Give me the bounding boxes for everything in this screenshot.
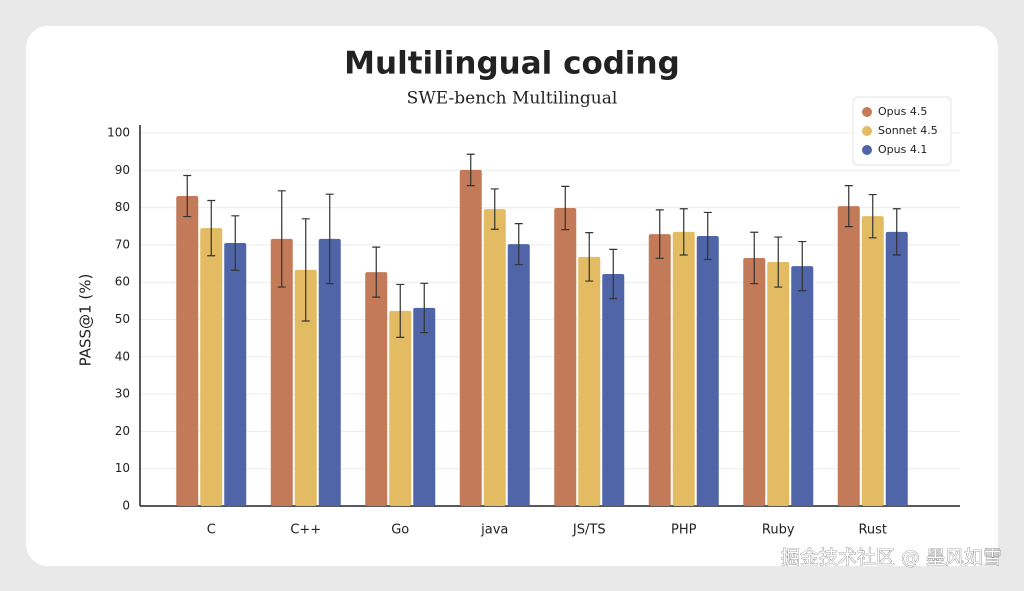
bar bbox=[837, 206, 860, 506]
error-bar bbox=[325, 193, 334, 285]
chart-title: Multilingual coding bbox=[344, 46, 680, 82]
y-tick-label: 80 bbox=[115, 200, 130, 214]
y-tick-label: 30 bbox=[115, 387, 130, 401]
bar bbox=[270, 238, 293, 506]
bar bbox=[672, 231, 695, 506]
y-tick-label: 60 bbox=[115, 275, 130, 289]
bar bbox=[318, 238, 341, 506]
error-bar bbox=[892, 208, 901, 256]
bar bbox=[224, 243, 247, 506]
x-tick-label: C++ bbox=[290, 523, 321, 538]
x-tick-label: Ruby bbox=[762, 523, 795, 538]
error-bar bbox=[207, 199, 216, 257]
error-bar bbox=[490, 188, 499, 230]
y-tick-label: 90 bbox=[115, 163, 130, 177]
x-tick-label: JS/TS bbox=[572, 523, 606, 538]
error-bar bbox=[301, 218, 310, 322]
x-tick-label: Go bbox=[391, 523, 409, 538]
y-tick-label: 10 bbox=[115, 461, 130, 475]
legend-label: Opus 4.1 bbox=[878, 143, 927, 156]
bar bbox=[200, 228, 223, 507]
error-bar bbox=[774, 236, 783, 288]
error-bar bbox=[396, 283, 405, 339]
bar bbox=[176, 196, 199, 507]
error-bar bbox=[466, 153, 475, 187]
bar bbox=[791, 266, 814, 506]
error-bar bbox=[750, 231, 759, 285]
error-bar bbox=[703, 211, 712, 261]
bar bbox=[413, 307, 436, 506]
error-bar bbox=[514, 223, 523, 266]
bar bbox=[861, 216, 884, 506]
bar bbox=[459, 169, 482, 506]
legend-label: Sonnet 4.5 bbox=[878, 124, 938, 137]
error-bar bbox=[585, 231, 594, 282]
bar bbox=[365, 272, 388, 506]
y-tick-label: 50 bbox=[115, 312, 130, 326]
legend-swatch bbox=[862, 145, 872, 155]
bar bbox=[389, 310, 412, 506]
y-tick-label: 70 bbox=[115, 237, 130, 251]
bar bbox=[483, 209, 506, 507]
bar bbox=[696, 235, 719, 506]
x-tick-label: C bbox=[207, 523, 216, 538]
error-bar bbox=[372, 246, 381, 298]
bar bbox=[578, 256, 601, 506]
bar bbox=[554, 207, 577, 506]
y-tick-label: 20 bbox=[115, 424, 130, 438]
x-tick-label: PHP bbox=[671, 523, 697, 538]
x-tick-label: java bbox=[480, 523, 508, 538]
error-bar bbox=[231, 215, 240, 271]
bar bbox=[507, 244, 530, 507]
legend-label: Opus 4.5 bbox=[878, 105, 927, 118]
bar bbox=[743, 257, 766, 506]
bar bbox=[885, 231, 908, 506]
bar bbox=[767, 262, 790, 506]
y-tick-label: 0 bbox=[122, 499, 130, 513]
legend-swatch bbox=[862, 126, 872, 136]
x-tick-label: Rust bbox=[858, 523, 887, 538]
watermark: 掘金技术社区 @ 墨风如雪 bbox=[781, 547, 1002, 569]
error-bar bbox=[183, 174, 192, 218]
y-tick-label: 100 bbox=[107, 126, 130, 140]
error-bar bbox=[679, 208, 688, 256]
error-bar bbox=[561, 185, 570, 231]
error-bar bbox=[420, 282, 429, 334]
legend-swatch bbox=[862, 107, 872, 117]
error-bar bbox=[868, 193, 877, 239]
error-bar bbox=[655, 209, 664, 259]
bar bbox=[648, 234, 671, 506]
error-bar bbox=[798, 240, 807, 292]
bar bbox=[294, 269, 317, 506]
error-bar bbox=[609, 248, 618, 300]
y-tick-label: 40 bbox=[115, 349, 130, 363]
legend-box bbox=[852, 96, 952, 166]
y-axis-label: PASS@1 (%) bbox=[77, 274, 95, 367]
error-bar bbox=[844, 184, 853, 228]
error-bar bbox=[277, 190, 286, 288]
bar bbox=[602, 273, 625, 506]
chart-subtitle: SWE-bench Multilingual bbox=[407, 89, 618, 109]
